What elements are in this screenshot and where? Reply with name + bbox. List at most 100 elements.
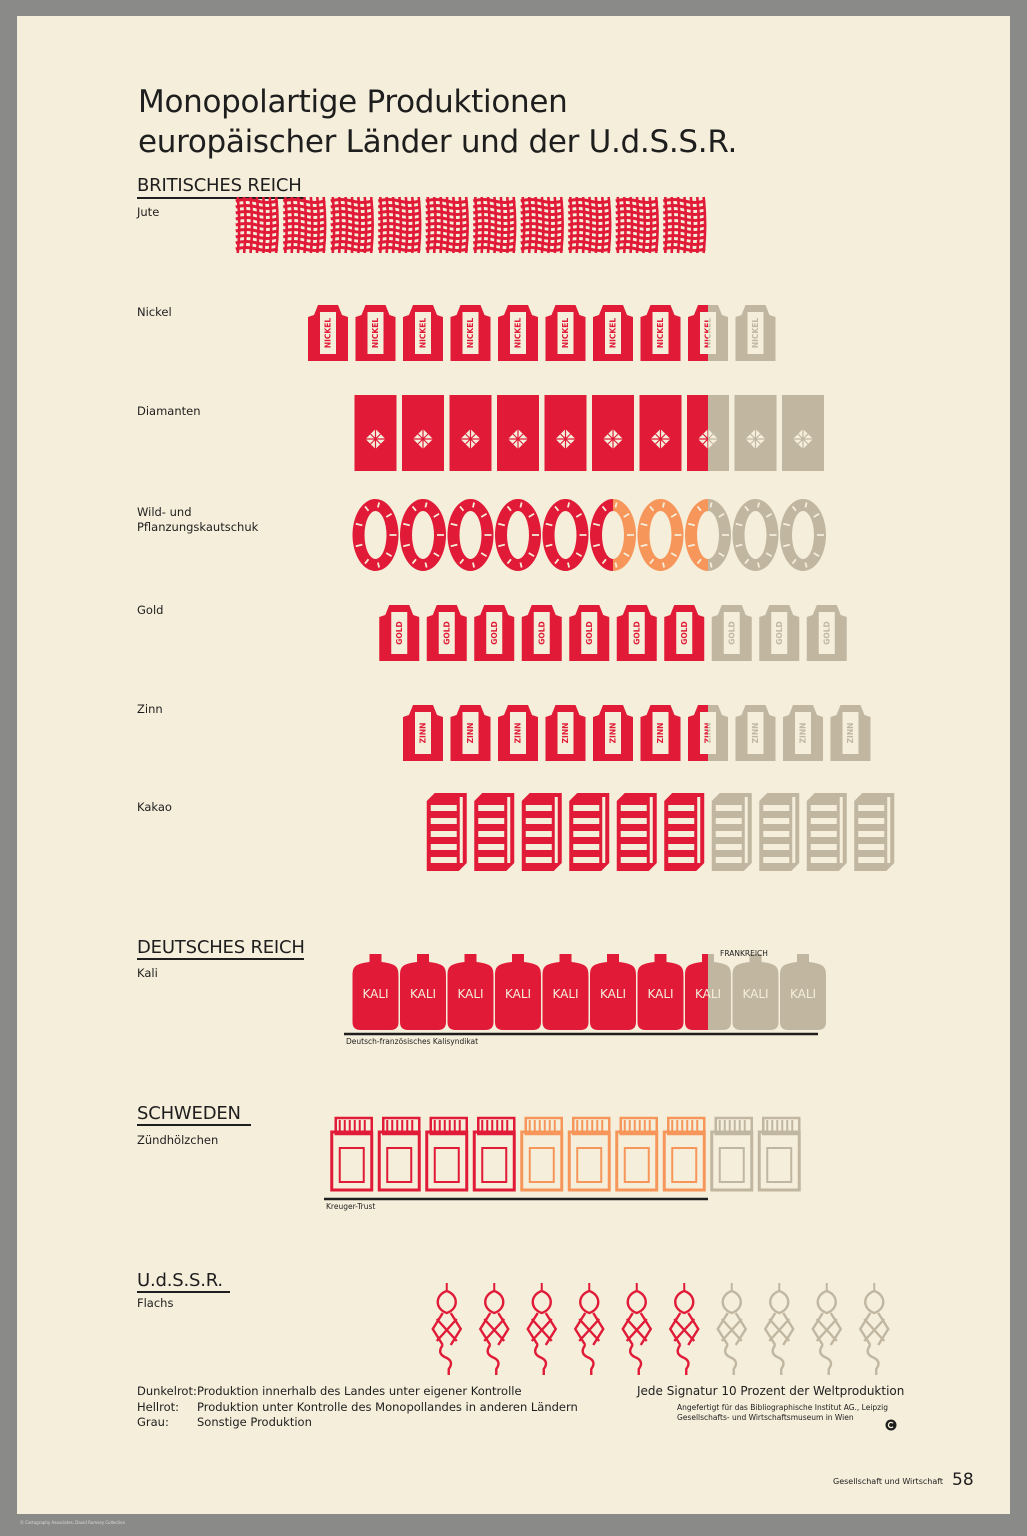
signature-flax-grey [763,1283,795,1375]
svg-text:GOLD: GOLD [585,621,594,645]
signature-sack-dark: ZINN [450,705,491,761]
svg-text:GOLD: GOLD [395,621,404,645]
svg-text:ZINN: ZINN [419,723,428,744]
signature-bag-grey: KALI [780,954,826,1030]
signature-crate-grey [806,793,847,871]
signature-diamond-dark [544,395,587,471]
signature-sack-dark: ZINN [498,705,538,761]
row-label-zuendhoelzchen: Zündhölzchen [137,1133,219,1147]
legend-key-light: Hellrot: [137,1399,180,1414]
svg-text:GOLD: GOLD [490,621,499,645]
row-label-jute: Jute [137,205,160,219]
signature-sack-dark: GOLD [616,605,657,661]
signature-jute-dark [330,196,374,254]
signature-diamond-dark [354,395,397,471]
signature-diamond-dark [402,395,444,471]
signature-sack-grey: GOLD [806,605,847,661]
svg-text:ZINN: ZINN [704,723,713,744]
svg-text:NICKEL: NICKEL [324,318,333,349]
signature-bag-dark: KALI [352,954,399,1030]
legend-text-dark: Produktion innerhalb des Landes unter ei… [197,1384,522,1398]
signature-diamond-dark [497,395,539,471]
signature-diamond-grey [734,395,777,471]
title-line-1: Monopolartige Produktionen [138,84,568,120]
signature-sack-grey: NICKEL [708,305,728,361]
signature-tire-dark [447,499,494,571]
signature-sack-dark: NICKEL [498,305,538,361]
signature-sack-grey: NICKEL [735,305,776,361]
signature-bag-grey: KALI [695,954,731,1030]
signature-tire-light [637,499,684,571]
signature-tire-dark [542,499,589,571]
svg-text:ZINN: ZINN [609,723,618,744]
row-label-kali: Kali [137,966,158,980]
signature-matchbox-light [615,1116,659,1192]
signature-sack-grey: ZINN [783,705,823,761]
svg-text:NICKEL: NICKEL [609,318,618,349]
signature-sack-grey: GOLD [711,605,752,661]
row-label-gold: Gold [137,603,164,617]
signature-flax-dark [431,1283,463,1375]
svg-text:KALI: KALI [410,987,436,1001]
signature-matchbox-dark [377,1116,421,1192]
svg-text:KALI: KALI [505,987,531,1001]
signature-tire-light [685,499,708,571]
row-label-flachs: Flachs [137,1296,174,1310]
svg-text:ZINN: ZINN [704,723,713,744]
pictogram-row-3 [352,499,826,571]
signature-diamond-grey [782,395,824,471]
signature-sack-dark: NICKEL [640,305,681,361]
signature-jute-dark [235,196,279,254]
pictogram-row-6 [426,793,895,871]
signature-flax-dark [526,1283,558,1375]
svg-text:ZINN: ZINN [514,723,523,744]
signature-sack-dark: NICKEL [593,305,633,361]
signature-diamond-dark [687,395,708,471]
signature-sack-dark: GOLD [664,605,705,661]
credit: Angefertigt für das Bibliographische Ins… [677,1403,888,1423]
svg-text:NICKEL: NICKEL [514,318,523,349]
svg-text:ZINN: ZINN [846,723,855,744]
svg-text:GOLD: GOLD [727,621,736,645]
signature-sack-dark: NICKEL [688,305,708,361]
signature-flax-grey [716,1283,748,1375]
svg-text:KALI: KALI [647,987,673,1001]
svg-text:ZINN: ZINN [466,723,475,744]
pictogram-row-7: KALI KALI KALI KALI KALI KALI KALI KALI KALI KALI… [352,954,826,1030]
svg-text:KALI: KALI [742,987,768,1001]
signature-bag-dark: KALI [400,954,446,1030]
svg-text:KALI: KALI [600,987,626,1001]
svg-text:KALI: KALI [790,987,816,1001]
signature-crate-dark [569,793,610,871]
signature-flax-dark [621,1283,653,1375]
signature-sack-dark: GOLD [426,605,467,661]
signature-bag-dark: KALI [590,954,636,1030]
legend-key-dark: Dunkelrot: [137,1384,197,1398]
signature-matchbox-dark [425,1116,469,1192]
signature-jute-dark [282,196,327,254]
svg-text:ZINN: ZINN [656,723,665,744]
svg-text:KALI: KALI [362,987,388,1001]
country-sweden: SCHWEDEN [137,1103,241,1124]
row-label-nickel: Nickel [137,305,172,319]
signature-tire-grey [708,499,731,571]
signature-sack-dark: ZINN [593,705,633,761]
signature-diamond-dark [449,395,492,471]
signature-tire-grey [780,499,826,571]
signature-jute-dark [520,196,564,254]
svg-text:KALI: KALI [695,987,721,1001]
signature-flax-dark [478,1283,510,1375]
signature-flax-grey [811,1283,843,1375]
svg-text:KALI: KALI [695,987,721,1001]
signature-flax-dark [668,1283,700,1375]
legend-row-grey: Grau: Sonstige Produktion [137,1415,578,1431]
svg-text:ZINN: ZINN [751,723,760,744]
signature-jute-dark [567,196,612,254]
country-britain-underline [137,197,304,199]
signature-tire-dark [590,499,613,571]
country-sweden-underline [137,1124,251,1126]
country-britain: BRITISCHES REICH [137,175,302,196]
row-label-zinn: Zinn [137,702,163,716]
poster-sheet [17,16,1010,1514]
footer-series: Gesellschaft und Wirtschaft [833,1477,944,1486]
